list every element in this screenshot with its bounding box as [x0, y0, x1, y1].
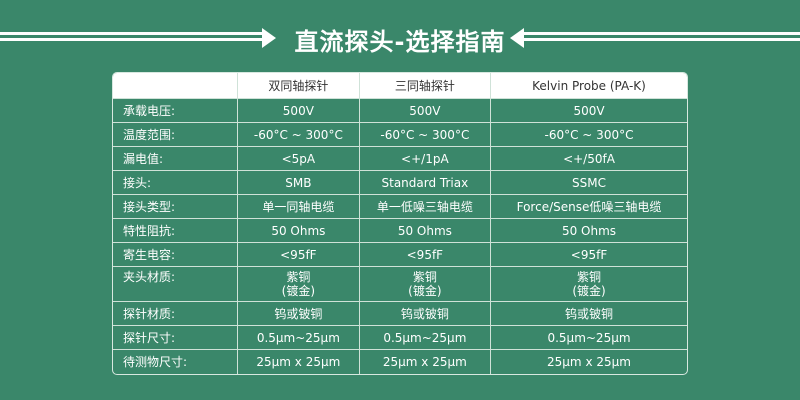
table-cell: 500V — [238, 99, 360, 123]
row-label: 探针尺寸: — [113, 326, 238, 350]
page-title: 直流探头-选择指南 — [294, 28, 506, 56]
table-cell: 紫铜 (镀金) — [491, 267, 687, 302]
row-label: 接头: — [113, 171, 238, 195]
column-header — [113, 73, 238, 99]
table-row: 温度范围: -60°C ~ 300°C -60°C ~ 300°C -60°C ~ 3… — [113, 123, 687, 147]
table-cell: <5pA — [238, 147, 360, 171]
row-label: 漏电值: — [113, 147, 238, 171]
table-cell: 25μm x 25μm — [547, 355, 631, 369]
table-cell: 50 Ohms — [238, 219, 360, 243]
table-cell: 500V — [359, 99, 491, 123]
table-cell: 50 Ohms — [491, 219, 687, 243]
row-label: 接头类型: — [113, 195, 238, 219]
table-cell: 紫铜 (镀金) — [359, 267, 491, 302]
table-cell: 500V — [491, 99, 687, 123]
column-header: 双同轴探针 — [238, 73, 360, 99]
table-cell: 钨或铍铜 — [238, 302, 360, 326]
table-cell: -60°C ~ 300°C — [238, 123, 360, 147]
table-cell: -60°C ~ 300°C — [491, 123, 687, 147]
table-cell: 25μm x 25μm — [238, 350, 360, 374]
table-row: 探针尺寸: 0.5μm~25μm 0.5μm~25μm 0.5μm~25μm — [113, 326, 687, 350]
row-label: 寄生电容: — [113, 243, 238, 267]
table-row: 夹头材质: 紫铜 (镀金) 紫铜 (镀金) 紫铜 (镀金) — [113, 267, 687, 302]
title-banner: 直流探头-选择指南 — [0, 20, 800, 58]
row-label: 特性阻抗: — [113, 219, 238, 243]
table-header: 双同轴探针 三同轴探针 Kelvin Probe (PA-K) — [113, 73, 687, 99]
table-cell: 0.5μm~25μm — [491, 326, 687, 350]
decor-line — [0, 32, 262, 35]
arrow-right-icon — [262, 28, 276, 48]
table-row: 寄生电容: <95fF <95fF <95fF — [113, 243, 687, 267]
table-cell: <+/50fA — [491, 147, 687, 171]
table-cell: 0.5μm~25μm — [359, 326, 491, 350]
table-row: 接头类型: 单一同轴电缆 单一低噪三轴电缆 Force/Sense低噪三轴电缆 — [113, 195, 687, 219]
table-cell: Standard Triax — [359, 171, 491, 195]
row-label: 待测物尺寸: — [113, 350, 238, 374]
arrow-left-icon — [510, 28, 524, 48]
row-label: 承载电压: — [113, 99, 238, 123]
column-header: 三同轴探针 — [359, 73, 491, 99]
table-row: 待测物尺寸: 25μm x 25μm 25μm x 25μm 25μm x 25μm — [113, 350, 687, 374]
table-row: 接头: SMB Standard Triax SSMC — [113, 171, 687, 195]
row-label: 温度范围: — [113, 123, 238, 147]
table-cell: -60°C ~ 300°C — [359, 123, 491, 147]
table-cell: 紫铜 (镀金) — [238, 267, 360, 302]
decor-line — [524, 32, 800, 35]
table-cell: <95fF — [359, 243, 491, 267]
decor-line — [524, 38, 800, 41]
table-cell: 单一低噪三轴电缆 — [359, 195, 491, 219]
table-cell: 0.5μm~25μm — [238, 326, 360, 350]
row-label: 探针材质: — [113, 302, 238, 326]
table-cell: SSMC — [491, 171, 687, 195]
row-label: 夹头材质: — [113, 267, 238, 302]
table-cell: <95fF — [238, 243, 360, 267]
table-row: 承载电压: 500V 500V 500V — [113, 99, 687, 123]
table-cell: 钨或铍铜 — [491, 302, 687, 326]
table-row: 特性阻抗: 50 Ohms 50 Ohms 50 Ohms — [113, 219, 687, 243]
table-cell: Force/Sense低噪三轴电缆 — [491, 195, 687, 219]
table-cell: SMB — [238, 171, 360, 195]
table-cell: 50 Ohms — [359, 219, 491, 243]
table-row: 漏电值: <5pA <+/1pA <+/50fA — [113, 147, 687, 171]
table-cell: 25μm x 25μm — [360, 350, 491, 374]
comparison-table: 双同轴探针 三同轴探针 Kelvin Probe (PA-K) 承载电压: 500V 5… — [112, 72, 688, 375]
table-cell: 单一同轴电缆 — [238, 195, 360, 219]
table-cell: <95fF — [491, 243, 687, 267]
table-cell: 钨或铍铜 — [359, 302, 491, 326]
table-row: 探针材质: 钨或铍铜 钨或铍铜 钨或铍铜 — [113, 302, 687, 326]
table-cell: <+/1pA — [359, 147, 491, 171]
column-header: Kelvin Probe (PA-K) — [491, 73, 687, 99]
decor-line — [0, 38, 262, 41]
